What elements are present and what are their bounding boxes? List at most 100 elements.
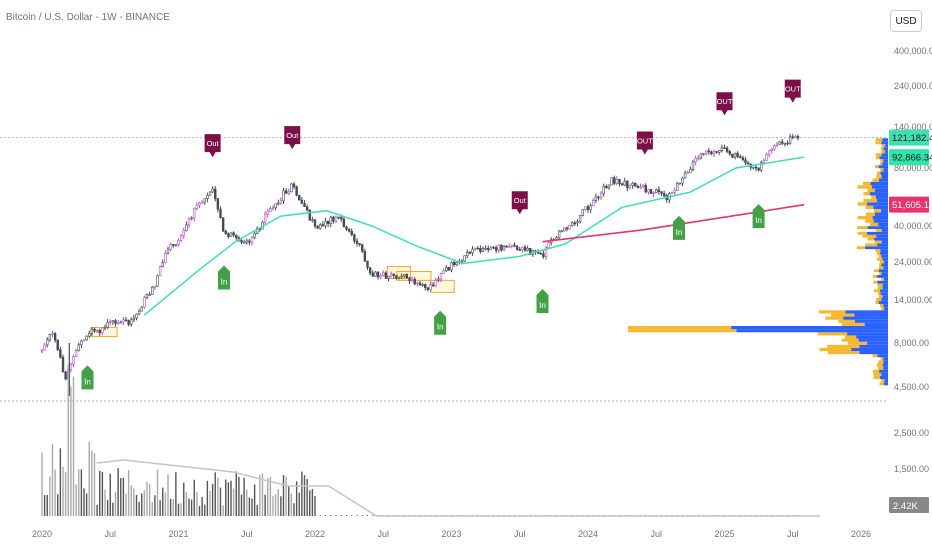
candle-body — [460, 260, 464, 263]
candle-body — [216, 198, 220, 210]
candle-body — [728, 151, 731, 155]
candle-body — [305, 206, 309, 211]
candle-body — [452, 262, 456, 266]
volume-bar — [272, 496, 274, 516]
candle-body — [122, 319, 125, 323]
candle-body — [494, 247, 498, 251]
candle-body — [69, 363, 73, 370]
candle-body — [492, 246, 495, 249]
volume-bar — [248, 497, 251, 516]
candle-body — [686, 172, 689, 174]
volume-bar — [185, 491, 188, 516]
vp-bar-up — [881, 263, 888, 267]
candle-body — [699, 153, 703, 159]
candle-body — [242, 241, 246, 244]
volume-bar — [70, 386, 72, 516]
signal-out-badge — [204, 134, 221, 158]
vp-bar-down — [841, 322, 865, 327]
signal-out-badge — [716, 92, 733, 116]
candle-body — [718, 150, 721, 153]
volume-bar — [351, 515, 353, 516]
vp-bar-up — [874, 188, 888, 193]
candle-body — [376, 271, 380, 278]
volume-bar — [54, 469, 56, 516]
vp-bar-down — [881, 307, 885, 311]
candle-body — [539, 253, 542, 255]
candle-body — [124, 319, 128, 322]
volume-bar — [211, 483, 214, 516]
candle-body — [232, 232, 235, 236]
candle-body — [484, 247, 487, 250]
signal-in-badge — [536, 289, 549, 314]
candle-body — [741, 157, 745, 161]
vp-bar-up — [879, 375, 888, 380]
candle-body — [765, 154, 768, 161]
vp-bar-down — [865, 219, 874, 223]
volume-bar — [190, 499, 193, 516]
candle-body — [111, 320, 115, 322]
price-label-text: 121,182.42 — [892, 133, 932, 144]
x-tick-label: 2020 — [32, 529, 52, 539]
candle-body — [392, 273, 395, 276]
candle-body — [277, 202, 280, 205]
vp-bar-up — [882, 286, 888, 290]
vp-bar-up — [859, 344, 888, 348]
vp-bar-up — [856, 335, 888, 339]
vp-bar-up — [876, 234, 888, 238]
signal-out-label: Out — [207, 139, 220, 148]
y-tick-label: 8,000.00 — [894, 338, 929, 348]
candle-body — [770, 148, 773, 152]
vp-bar-down — [877, 286, 883, 290]
candle-body — [59, 349, 62, 358]
candle-body — [269, 208, 272, 212]
volume-bar — [151, 501, 153, 516]
signal-out-label: Out — [286, 131, 299, 140]
vp-bar-up — [883, 159, 888, 163]
vp-bar-up — [867, 226, 888, 230]
volume-bar — [314, 515, 316, 516]
vp-bar-up — [881, 141, 888, 145]
volume-bar — [167, 474, 169, 516]
candle-body — [397, 276, 401, 279]
volume-bar — [330, 515, 332, 516]
vp-bar-up — [883, 304, 888, 308]
vp-bar-up — [882, 162, 888, 166]
volume-bar — [169, 498, 172, 516]
vp-bar-down — [872, 354, 878, 358]
signal-out: OUT — [716, 92, 733, 116]
vp-bar-up — [880, 252, 888, 255]
vp-bar-down — [857, 215, 873, 220]
volume-bar — [154, 495, 156, 516]
candle-body — [410, 278, 414, 282]
vp-bar-down — [628, 326, 732, 330]
vp-bar-down — [827, 351, 860, 355]
candle-body — [379, 275, 382, 278]
vp-bar-up — [885, 144, 888, 148]
candle-body — [636, 185, 640, 189]
candle-body — [736, 152, 739, 157]
candle-body — [421, 284, 424, 286]
candle-body — [639, 186, 642, 189]
candle-body — [584, 206, 587, 210]
signal-out: OUT — [784, 79, 801, 103]
vp-bar-down — [873, 209, 882, 213]
candle-body — [206, 194, 209, 199]
vp-bar-down — [880, 147, 884, 151]
candle-body — [660, 191, 663, 194]
volume-bar — [104, 489, 106, 516]
vp-bar-up — [845, 310, 888, 314]
currency-button[interactable]: USD — [890, 10, 922, 32]
candle-body — [363, 251, 367, 262]
x-tick-label: Jul — [377, 529, 389, 539]
candle-body — [513, 244, 516, 247]
volume-bar — [57, 494, 59, 516]
candle-body — [135, 313, 138, 319]
vp-bar-down — [880, 357, 884, 361]
vp-bar-up — [881, 272, 888, 275]
volume-bar — [120, 478, 122, 516]
vp-bar-down — [880, 304, 884, 308]
volume-bar — [288, 486, 290, 516]
vp-bar-up — [877, 354, 888, 358]
candle-body — [342, 218, 346, 228]
